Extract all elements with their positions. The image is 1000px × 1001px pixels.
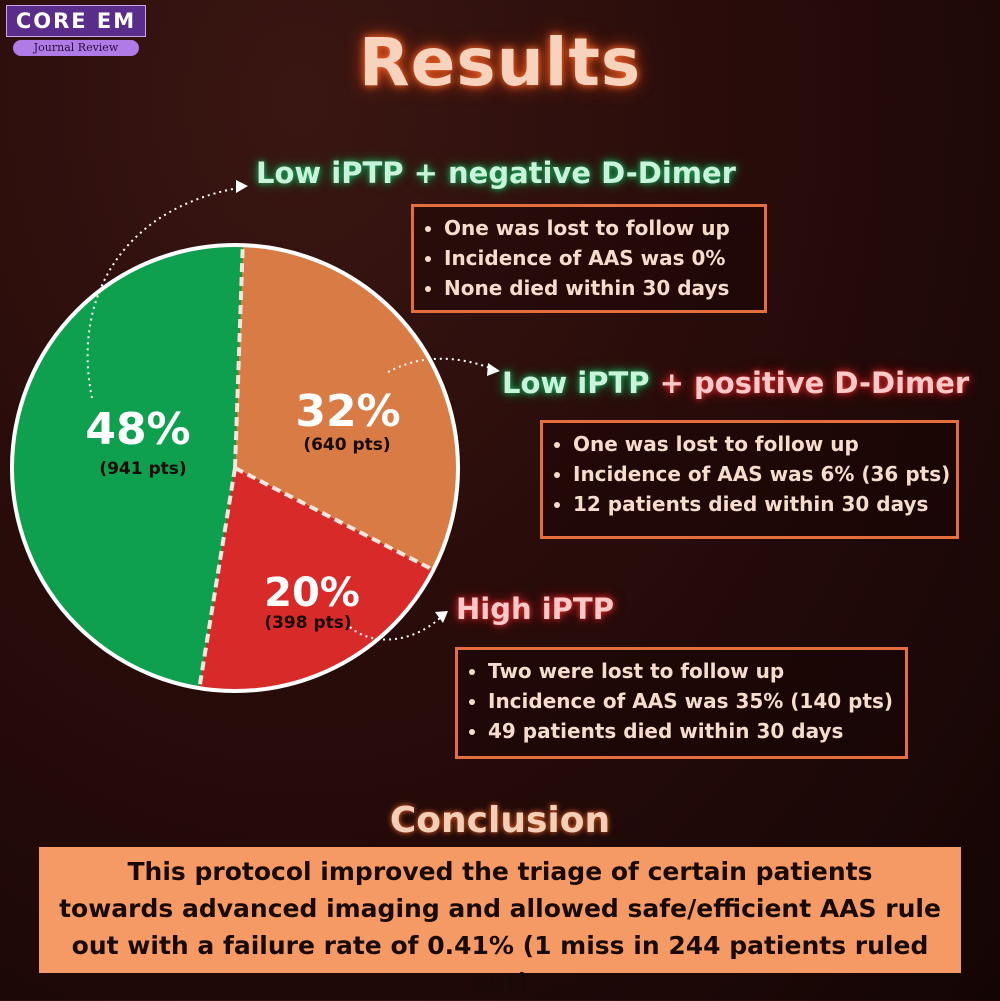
heading-negative-d-dimer: Low iPTP + negative D-Dimer <box>256 156 736 190</box>
slice-divider <box>234 466 435 572</box>
slice-divider <box>197 467 237 689</box>
pie-slice <box>235 245 459 570</box>
connector-high-iptp <box>349 617 441 641</box>
page-title: Results <box>358 24 642 101</box>
bullet-item: Incidence of AAS was 0% <box>444 243 752 273</box>
logo-name: CORE EM <box>6 5 146 37</box>
pie-slice <box>199 468 434 691</box>
heading-positive-d-dimer-part2: + positive D-Dimer <box>649 366 970 400</box>
bullet-item: One was lost to follow up <box>444 213 752 243</box>
slice-count-label: (640 pts) <box>303 435 390 455</box>
pie-outline <box>10 243 460 693</box>
bullet-item: 49 patients died within 30 days <box>488 716 893 746</box>
slice-percent-label: 32% <box>295 386 400 437</box>
arrowhead-positive-d-dimer <box>487 363 500 376</box>
bullet-item: Two were lost to follow up <box>488 656 893 686</box>
connector-arrowheads <box>236 180 500 623</box>
box-high-iptp: Two were lost to follow up Incidence of … <box>455 647 908 759</box>
box-negative-d-dimer: One was lost to follow up Incidence of A… <box>411 204 767 313</box>
bullet-item: Incidence of AAS was 6% (36 pts) <box>573 459 950 489</box>
logo-tagline: Journal Review <box>13 40 139 56</box>
arrowhead-negative-d-dimer <box>236 180 248 193</box>
slice-percent-label: 48% <box>85 404 190 455</box>
bullet-item: Incidence of AAS was 35% (140 pts) <box>488 686 893 716</box>
slice-divider <box>233 245 245 469</box>
box-positive-d-dimer: One was lost to follow up Incidence of A… <box>540 420 959 539</box>
bullet-item: One was lost to follow up <box>573 429 944 459</box>
bullet-item: None died within 30 days <box>444 273 752 303</box>
pie-slice <box>11 244 243 689</box>
conclusion-line: out with a failure rate of 0.41% (1 miss… <box>71 931 929 997</box>
conclusion-box: This protocol improved the triage of cer… <box>39 847 961 997</box>
bullet-item: 12 patients died within 30 days <box>573 489 944 519</box>
slice-count-label: (941 pts) <box>99 459 186 479</box>
heading-high-iptp: High iPTP <box>456 592 614 626</box>
conclusion-title: Conclusion <box>389 800 611 841</box>
heading-positive-d-dimer: Low iPTP + positive D-Dimer <box>502 366 969 400</box>
connector-negative-d-dimer <box>86 187 239 399</box>
heading-positive-d-dimer-part1: Low iPTP <box>502 366 650 400</box>
conclusion-line: This protocol improved the triage of cer… <box>127 857 873 886</box>
slice-count-label: (398 pts) <box>264 613 351 633</box>
conclusion-line: towards advanced imaging and allowed saf… <box>59 894 941 923</box>
arrowhead-high-iptp <box>435 611 448 623</box>
core-em-logo: CORE EM Journal Review <box>6 5 146 56</box>
slice-percent-label: 20% <box>264 570 360 616</box>
